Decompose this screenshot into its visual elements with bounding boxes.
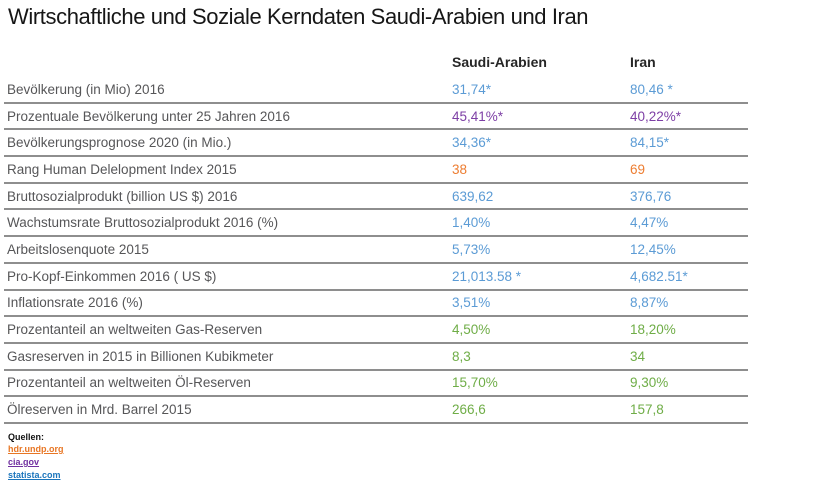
source-link-cia-gov[interactable]: cia.gov (8, 457, 40, 467)
table-row: Wachstumsrate Bruttosozialprodukt 2016 (… (4, 210, 748, 238)
table-header-row: Saudi-Arabien Iran (4, 46, 748, 77)
value-saudi-arabien: 45,41%* (452, 108, 504, 124)
table-row: Prozentanteil an weltweiten Öl-Reserven 1… (4, 371, 748, 398)
table-row: Pro-Kopf-Einkommen 2016 ( US $) 21,013.58… (4, 264, 748, 291)
value-iran: 12,45% (630, 241, 676, 257)
source-links: hdr.undp.org cia.gov statista.com (8, 443, 64, 482)
row-label: Bruttosozialprodukt (billion US $) 2016 (7, 188, 238, 204)
value-saudi-arabien: 639,62 (452, 188, 494, 204)
row-label: Bevölkerungsprognose 2020 (in Mio.) (7, 135, 232, 151)
value-iran: 40,22%* (630, 108, 682, 124)
row-label: Prozentanteil an weltweiten Gas-Reserven (7, 322, 263, 338)
source-link-hdr-undp-org[interactable]: hdr.undp.org (8, 444, 64, 454)
value-saudi-arabien: 1,40% (452, 215, 491, 231)
value-iran: 4,47% (630, 215, 669, 231)
value-saudi-arabien: 8,3 (452, 348, 471, 364)
row-label: Arbeitslosenquote 2015 (7, 241, 149, 257)
row-label: Pro-Kopf-Einkommen 2016 ( US $) (7, 268, 217, 284)
value-saudi-arabien: 21,013.58 * (452, 268, 522, 284)
value-iran: 34 (630, 348, 646, 364)
value-saudi-arabien: 3,51% (452, 295, 491, 311)
value-saudi-arabien: 5,73% (452, 241, 491, 257)
source-link-statista-com[interactable]: statista.com (8, 470, 61, 480)
table-row: Ölreserven in Mrd. Barrel 2015 266,6 157,8 (4, 397, 748, 424)
value-iran: 8,87% (630, 295, 669, 311)
row-label: Ölreserven in Mrd. Barrel 2015 (7, 402, 192, 418)
value-iran: 9,30% (630, 375, 669, 391)
value-iran: 18,20% (630, 322, 676, 338)
table-row: Rang Human Delelopment Index 2015 38 69 (4, 157, 748, 184)
table-row: Bruttosozialprodukt (billion US $) 2016 6… (4, 184, 748, 211)
value-iran: 4,682.51* (630, 268, 688, 284)
row-label: Gasreserven in 2015 in Billionen Kubikme… (7, 348, 274, 364)
row-label: Prozentuale Bevölkerung unter 25 Jahren … (7, 108, 290, 124)
value-saudi-arabien: 34,36* (452, 135, 492, 151)
table-row: Bevölkerung (in Mio) 2016 31,74* 80,46 * (4, 77, 748, 104)
column-header-saudi-arabien: Saudi-Arabien (452, 53, 547, 70)
row-label: Wachstumsrate Bruttosozialprodukt 2016 (… (7, 215, 279, 231)
value-saudi-arabien: 31,74* (452, 81, 492, 97)
table-body: Bevölkerung (in Mio) 2016 31,74* 80,46 * Pr… (4, 77, 748, 424)
value-iran: 376,76 (630, 188, 672, 204)
row-label: Inflationsrate 2016 (%) (7, 295, 143, 311)
table-row: Prozentanteil an weltweiten Gas-Reserven… (4, 317, 748, 344)
value-saudi-arabien: 4,50% (452, 322, 491, 338)
value-iran: 80,46 * (630, 81, 673, 97)
value-saudi-arabien: 266,6 (452, 402, 486, 418)
value-iran: 157,8 (630, 402, 664, 418)
value-iran: 84,15* (630, 135, 670, 151)
sources-footer: Quellen: hdr.undp.org cia.gov statista.com (8, 431, 64, 482)
row-label: Prozentanteil an weltweiten Öl-Reserven (7, 375, 251, 391)
table-row: Arbeitslosenquote 2015 5,73% 12,45% (4, 237, 748, 264)
sources-label: Quellen: (8, 432, 45, 442)
page-title: Wirtschaftliche und Soziale Kerndaten Sa… (8, 4, 589, 29)
value-saudi-arabien: 15,70% (452, 375, 498, 391)
table-row: Inflationsrate 2016 (%) 3,51% 8,87% (4, 291, 748, 318)
row-label: Bevölkerung (in Mio) 2016 (7, 81, 165, 97)
table-row: Bevölkerungsprognose 2020 (in Mio.) 34,36… (4, 130, 748, 158)
row-label: Rang Human Delelopment Index 2015 (7, 161, 237, 177)
value-saudi-arabien: 38 (452, 161, 468, 177)
column-header-iran: Iran (630, 53, 656, 70)
table-row: Gasreserven in 2015 in Billionen Kubikme… (4, 344, 748, 371)
value-iran: 69 (630, 161, 646, 177)
data-table: Saudi-Arabien Iran Bevölkerung (in Mio) … (4, 46, 748, 424)
table-row: Prozentuale Bevölkerung unter 25 Jahren … (4, 104, 748, 131)
